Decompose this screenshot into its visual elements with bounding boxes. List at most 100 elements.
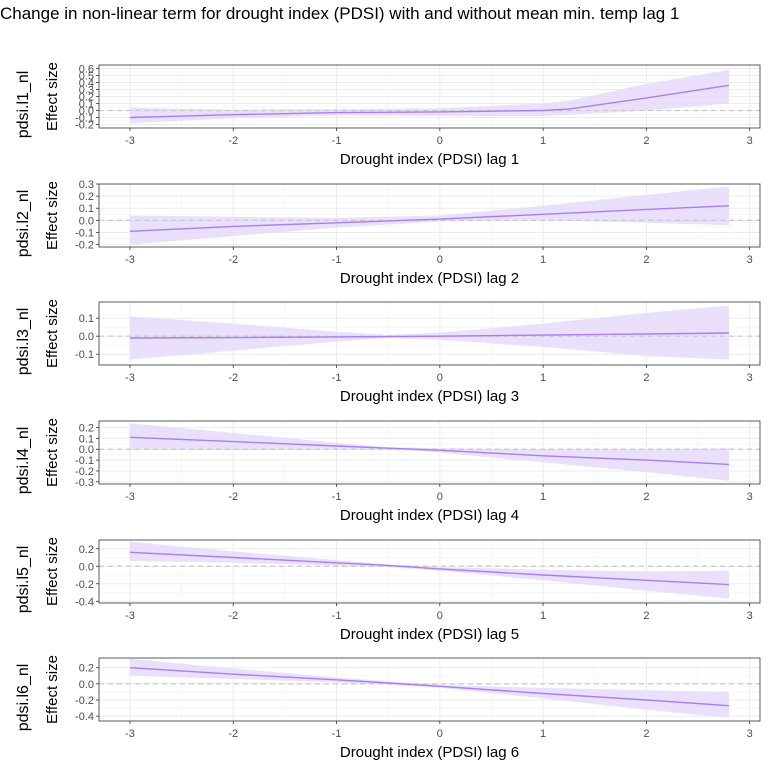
x-tick-label: 3 (747, 491, 753, 503)
facet-strip-label: pdsi.l3_nl (15, 308, 32, 376)
panel-border (98, 301, 761, 366)
confidence-band (130, 541, 729, 599)
y-tick-label: 0.6 (79, 64, 94, 76)
facet-strip-label: pdsi.l1_nl (15, 71, 32, 139)
chart-title: Change in non-linear term for drought in… (0, 4, 680, 23)
x-tick-label: 1 (540, 728, 546, 740)
y-axis-label: Effect size (44, 418, 61, 487)
y-tick-label: -0.2 (75, 240, 94, 252)
x-tick-label: -3 (125, 254, 135, 266)
panel-3: -0.1 0.0 0.1 -3 -2 -1 0 1 2 3 Drought index (PDSI)… (15, 299, 761, 405)
panel-border (98, 539, 761, 604)
x-tick-label: 3 (747, 372, 753, 384)
y-tick-label: 0.2 (79, 663, 94, 675)
panel-border (98, 183, 761, 248)
y-tick-label: -0.2 (75, 120, 94, 132)
y-tick-label: -0.2 (75, 466, 94, 478)
confidence-band (130, 658, 729, 718)
panel-1: -0.2-0.10.00.10.20.30.40.50.6 -3 -2 -1 0 1 2 3 D… (15, 62, 761, 168)
y-tick-label: 0.4 (79, 78, 94, 90)
confidence-band (130, 69, 729, 124)
y-tick-label: 0.3 (79, 179, 94, 191)
y-tick-label: -0.2 (75, 695, 94, 707)
effect-line (129, 332, 730, 339)
confidence-band (130, 423, 729, 481)
x-axis-label: Drought index (PDSI) lag 6 (340, 744, 519, 761)
y-tick-label: -0.4 (75, 596, 94, 608)
y-tick-label: 0.1 (79, 433, 94, 445)
effect-line (129, 205, 730, 232)
y-tick-label: -0.1 (75, 113, 94, 125)
x-axis-label: Drought index (PDSI) lag 5 (340, 626, 519, 643)
x-tick-label: 1 (540, 491, 546, 503)
y-tick-label: 0.2 (79, 191, 94, 203)
x-axis-label: Drought index (PDSI) lag 1 (340, 151, 519, 168)
x-tick-label: 2 (643, 610, 649, 622)
x-tick-label: 2 (643, 491, 649, 503)
y-axis-label: Effect size (44, 537, 61, 606)
x-axis-label: Drought index (PDSI) lag 3 (340, 388, 519, 405)
y-axis-label: Effect size (44, 181, 61, 250)
y-tick-label: 0.0 (79, 215, 94, 227)
y-tick-label: -0.1 (75, 455, 94, 467)
x-tick-label: -2 (228, 728, 238, 740)
y-tick-label: 0.1 (79, 313, 94, 325)
x-tick-label: 0 (437, 491, 443, 503)
facet-strip-label: pdsi.l2_nl (15, 190, 32, 258)
y-tick-label: 0.5 (79, 71, 94, 83)
x-tick-label: 3 (747, 135, 753, 147)
y-axis-label: Effect size (44, 299, 61, 368)
x-tick-label: 0 (437, 610, 443, 622)
y-tick-label: 0.0 (79, 679, 94, 691)
x-tick-label: -1 (332, 372, 342, 384)
x-tick-label: -3 (125, 610, 135, 622)
y-tick-label: 0.0 (79, 331, 94, 343)
y-tick-label: 0.1 (79, 203, 94, 215)
x-tick-label: -1 (332, 491, 342, 503)
panel-2: -0.2-0.10.00.10.20.3 -3 -2 -1 0 1 2 3 Drought in… (15, 179, 761, 287)
y-tick-label: 0.2 (79, 544, 94, 556)
x-tick-label: -3 (125, 135, 135, 147)
x-tick-label: -3 (125, 491, 135, 503)
x-tick-label: 2 (643, 135, 649, 147)
y-tick-label: 0.0 (79, 444, 94, 456)
effect-line (129, 667, 730, 707)
y-tick-label: 0.3 (79, 85, 94, 97)
x-tick-label: -1 (332, 135, 342, 147)
x-tick-label: -2 (228, 491, 238, 503)
x-tick-label: 2 (643, 254, 649, 266)
y-axis-label: Effect size (44, 655, 61, 724)
y-tick-label: -0.1 (75, 349, 94, 361)
x-tick-label: -2 (228, 254, 238, 266)
x-tick-label: 0 (437, 254, 443, 266)
x-tick-label: 1 (540, 254, 546, 266)
x-tick-label: 1 (540, 135, 546, 147)
y-tick-label: 0.2 (79, 423, 94, 435)
y-tick-label: -0.4 (75, 711, 94, 723)
y-tick-label: 0.0 (79, 561, 94, 573)
x-tick-label: -2 (228, 610, 238, 622)
x-tick-label: 0 (437, 728, 443, 740)
x-tick-label: 2 (643, 372, 649, 384)
x-tick-label: 0 (437, 372, 443, 384)
x-tick-label: -2 (228, 372, 238, 384)
panel-border (98, 420, 761, 485)
x-tick-label: 2 (643, 728, 649, 740)
y-tick-label: -0.2 (75, 579, 94, 591)
x-axis-label: Drought index (PDSI) lag 4 (340, 507, 519, 524)
effect-line (129, 551, 730, 586)
panel-6: -0.4 -0.2 0.0 0.2 -3 -2 -1 0 1 2 3 Drought index (P… (15, 655, 761, 761)
x-tick-label: -1 (332, 728, 342, 740)
x-tick-label: 0 (437, 135, 443, 147)
x-tick-label: 1 (540, 372, 546, 384)
x-tick-label: -1 (332, 610, 342, 622)
x-tick-label: -3 (125, 728, 135, 740)
x-tick-label: -2 (228, 135, 238, 147)
panel-border (98, 657, 761, 722)
y-axis-label: Effect size (44, 62, 61, 131)
x-tick-label: -3 (125, 372, 135, 384)
y-tick-label: -0.1 (75, 227, 94, 239)
y-tick-label: 0.2 (79, 92, 94, 104)
panel-5: -0.4 -0.2 0.0 0.2 -3 -2 -1 0 1 2 3 Drought index (P… (15, 537, 761, 643)
